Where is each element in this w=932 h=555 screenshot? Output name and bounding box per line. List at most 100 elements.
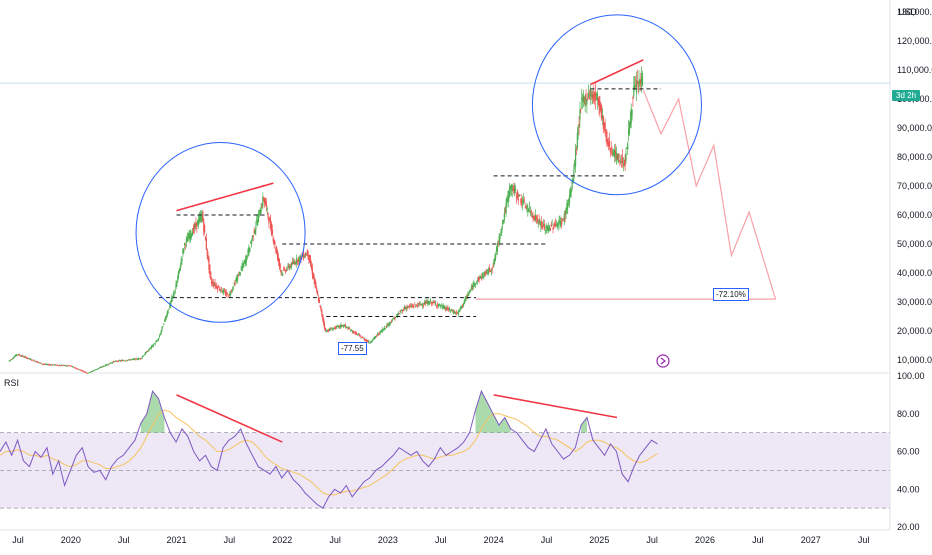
candle-body xyxy=(189,234,191,240)
candle-body xyxy=(84,371,86,373)
candle-body xyxy=(316,291,319,296)
candle-body xyxy=(553,224,555,228)
candle-body xyxy=(199,216,201,218)
candle-body xyxy=(572,179,574,182)
candle-body xyxy=(251,235,254,240)
candle-body xyxy=(641,73,644,86)
candle-body xyxy=(45,363,47,365)
candle-body xyxy=(130,359,132,361)
time-tick-label: 2026 xyxy=(695,535,715,545)
projection-path xyxy=(642,90,777,300)
candle-body xyxy=(141,357,143,359)
candle-body xyxy=(36,361,38,363)
candle-body xyxy=(423,301,426,305)
candle-body xyxy=(87,372,89,374)
candle-body xyxy=(462,304,464,306)
candle-body xyxy=(563,213,565,223)
candle-body xyxy=(121,360,123,362)
candle-body xyxy=(212,281,214,286)
candle-body xyxy=(55,364,57,366)
candle-body xyxy=(469,289,472,292)
candle-body xyxy=(335,326,337,329)
candle-body xyxy=(495,247,498,252)
candle-body xyxy=(610,147,612,150)
candle-body xyxy=(385,326,387,328)
candle-body xyxy=(131,359,133,361)
candle-body xyxy=(369,342,371,344)
candle-body xyxy=(208,258,210,270)
candle-body xyxy=(404,307,406,309)
candle-body xyxy=(113,361,115,363)
candle-body xyxy=(303,256,306,258)
right-price-axis[interactable] xyxy=(890,0,932,530)
candle-body xyxy=(345,326,347,328)
candle-body xyxy=(317,297,320,302)
candle-body xyxy=(129,359,131,361)
time-tick-label: 2024 xyxy=(484,535,504,545)
candle-body xyxy=(569,190,571,197)
candle-body xyxy=(168,308,170,310)
rsi-tick-label: 100.00 xyxy=(897,371,925,381)
candle-body xyxy=(421,303,423,305)
candle-body xyxy=(449,308,451,311)
candle-body xyxy=(633,85,635,96)
candle-body xyxy=(565,208,567,215)
candle-body xyxy=(440,306,442,308)
candle-body xyxy=(371,340,373,342)
candle-body xyxy=(116,361,118,362)
candle-body xyxy=(510,185,512,190)
candle-body xyxy=(632,97,634,99)
candle-body xyxy=(380,330,382,332)
candle-body xyxy=(363,338,366,341)
candle-body xyxy=(166,312,168,316)
candle-body xyxy=(153,343,155,345)
candle-body xyxy=(99,367,101,368)
candle-body xyxy=(49,364,51,366)
candle-body xyxy=(209,264,211,275)
candle-body xyxy=(77,368,79,370)
candle-body xyxy=(469,291,471,293)
candle-body xyxy=(61,365,63,367)
candle-body xyxy=(375,336,377,338)
candle-body xyxy=(428,301,430,305)
bottom-time-axis[interactable] xyxy=(0,530,890,550)
candle-body xyxy=(478,276,480,281)
candle-body xyxy=(403,306,406,310)
candle-body xyxy=(487,272,489,274)
candle-body xyxy=(581,97,583,99)
candle-body xyxy=(310,258,312,266)
candle-body xyxy=(381,330,383,333)
candle-body xyxy=(525,206,527,210)
candle-body xyxy=(405,307,407,310)
rsi-overbought-fill xyxy=(581,417,587,433)
candle-body xyxy=(481,276,483,279)
candle-body xyxy=(418,303,420,305)
candle-body xyxy=(593,94,595,96)
candle-body xyxy=(179,265,181,271)
candle-body xyxy=(496,243,499,253)
candle-body xyxy=(19,355,22,357)
candle-body xyxy=(181,258,183,261)
candle-body xyxy=(177,270,180,277)
candle-body xyxy=(292,261,294,263)
candle-body xyxy=(495,254,497,258)
projected-drawdown-badge: -72.10% xyxy=(713,288,749,301)
candle-body xyxy=(615,152,618,162)
candle-body xyxy=(414,304,416,305)
candle-body xyxy=(47,364,49,366)
candle-body xyxy=(125,360,128,362)
time-tick-label: Jul xyxy=(752,535,764,545)
candle-body xyxy=(243,259,246,263)
candle-body xyxy=(144,354,146,356)
candle-body xyxy=(602,115,605,129)
candle-body xyxy=(165,316,168,319)
candle-body xyxy=(205,238,207,250)
candle-body xyxy=(124,360,126,362)
candle-body xyxy=(577,131,579,134)
candle-body xyxy=(608,142,610,147)
candle-body xyxy=(178,268,181,272)
candle-body xyxy=(575,148,578,150)
candle-body xyxy=(279,264,281,269)
